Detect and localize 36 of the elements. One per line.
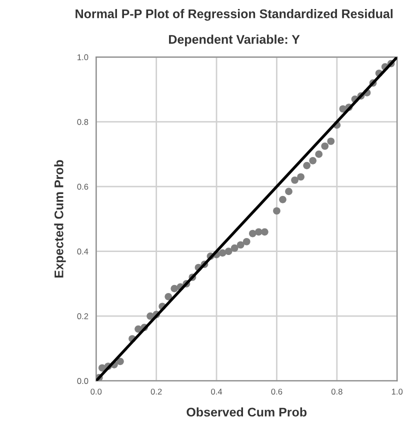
- y-tick-label: 0.6: [77, 184, 88, 190]
- point: [321, 142, 329, 150]
- chart-subtitle: Dependent Variable: Y: [169, 34, 300, 46]
- point: [261, 228, 268, 236]
- y-tick-label: 1.0: [78, 54, 88, 60]
- point: [297, 173, 304, 181]
- point: [285, 188, 292, 196]
- point: [309, 157, 317, 164]
- point: [273, 207, 280, 215]
- point: [230, 244, 238, 252]
- point: [327, 138, 335, 145]
- point: [236, 241, 244, 249]
- point: [170, 284, 178, 292]
- y-tick-label: 0.4: [77, 248, 88, 254]
- point: [116, 358, 124, 366]
- y-tick-label: 0.0: [77, 378, 88, 384]
- point: [164, 292, 172, 300]
- point: [248, 230, 256, 238]
- x-tick-label: 0.4: [211, 388, 222, 395]
- point: [303, 162, 310, 170]
- point: [242, 238, 250, 246]
- x-tick-label: 0.8: [331, 388, 342, 395]
- x-axis-title: Observed Cum Prob: [186, 407, 307, 417]
- point: [315, 150, 323, 158]
- chart-title: Normal P-P Plot of Regression Standardized Residual: [76, 9, 392, 21]
- x-tick-label: 0.2: [150, 388, 162, 395]
- x-tick-label: 0.6: [271, 388, 282, 395]
- point: [218, 249, 226, 257]
- y-tick-label: 0.2: [77, 313, 88, 320]
- y-tick-label: 0.8: [77, 119, 88, 125]
- y-axis-title: Expected Cum Prob: [54, 160, 66, 278]
- point: [224, 248, 232, 256]
- point: [279, 196, 286, 204]
- x-tick-label: 0.0: [90, 388, 102, 395]
- point: [291, 176, 298, 184]
- x-tick-label: 1.0: [392, 388, 403, 395]
